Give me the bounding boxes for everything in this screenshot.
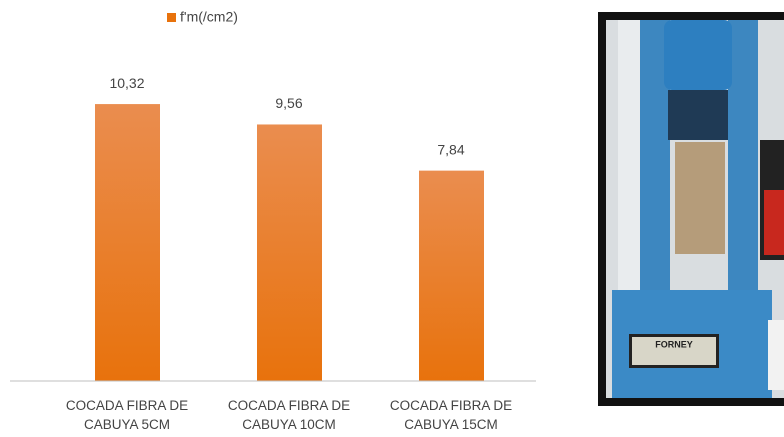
bucket-label <box>764 190 784 255</box>
bar <box>95 104 160 381</box>
photo: FORNEY <box>598 12 784 406</box>
photo-wall <box>618 20 640 290</box>
plate-text: FORNEY <box>655 339 693 349</box>
x-tick-label: COCADA FIBRA DE CABUYA 15CM <box>376 396 526 434</box>
bar <box>257 124 322 381</box>
paper <box>768 320 784 390</box>
page: {"chart_data": {"type": "bar", "legend":… <box>0 0 784 437</box>
press-head <box>668 90 728 140</box>
x-tick-label: COCADA FIBRA DE CABUYA 5CM <box>52 396 202 434</box>
bar <box>419 171 484 381</box>
data-label: 7,84 <box>437 141 464 157</box>
data-label: 10,32 <box>109 75 144 91</box>
x-tick-label: COCADA FIBRA DE CABUYA 10CM <box>214 396 364 434</box>
legend-label: f'm(/cm2) <box>180 9 238 25</box>
specimen <box>675 142 725 254</box>
press-cylinder <box>664 20 732 90</box>
legend-swatch <box>167 13 176 22</box>
data-label: 9,56 <box>275 95 302 111</box>
chart: FORNEY f'm(/cm2) 10,32 9,56 7,84 <box>0 0 784 437</box>
press-column <box>728 20 758 292</box>
